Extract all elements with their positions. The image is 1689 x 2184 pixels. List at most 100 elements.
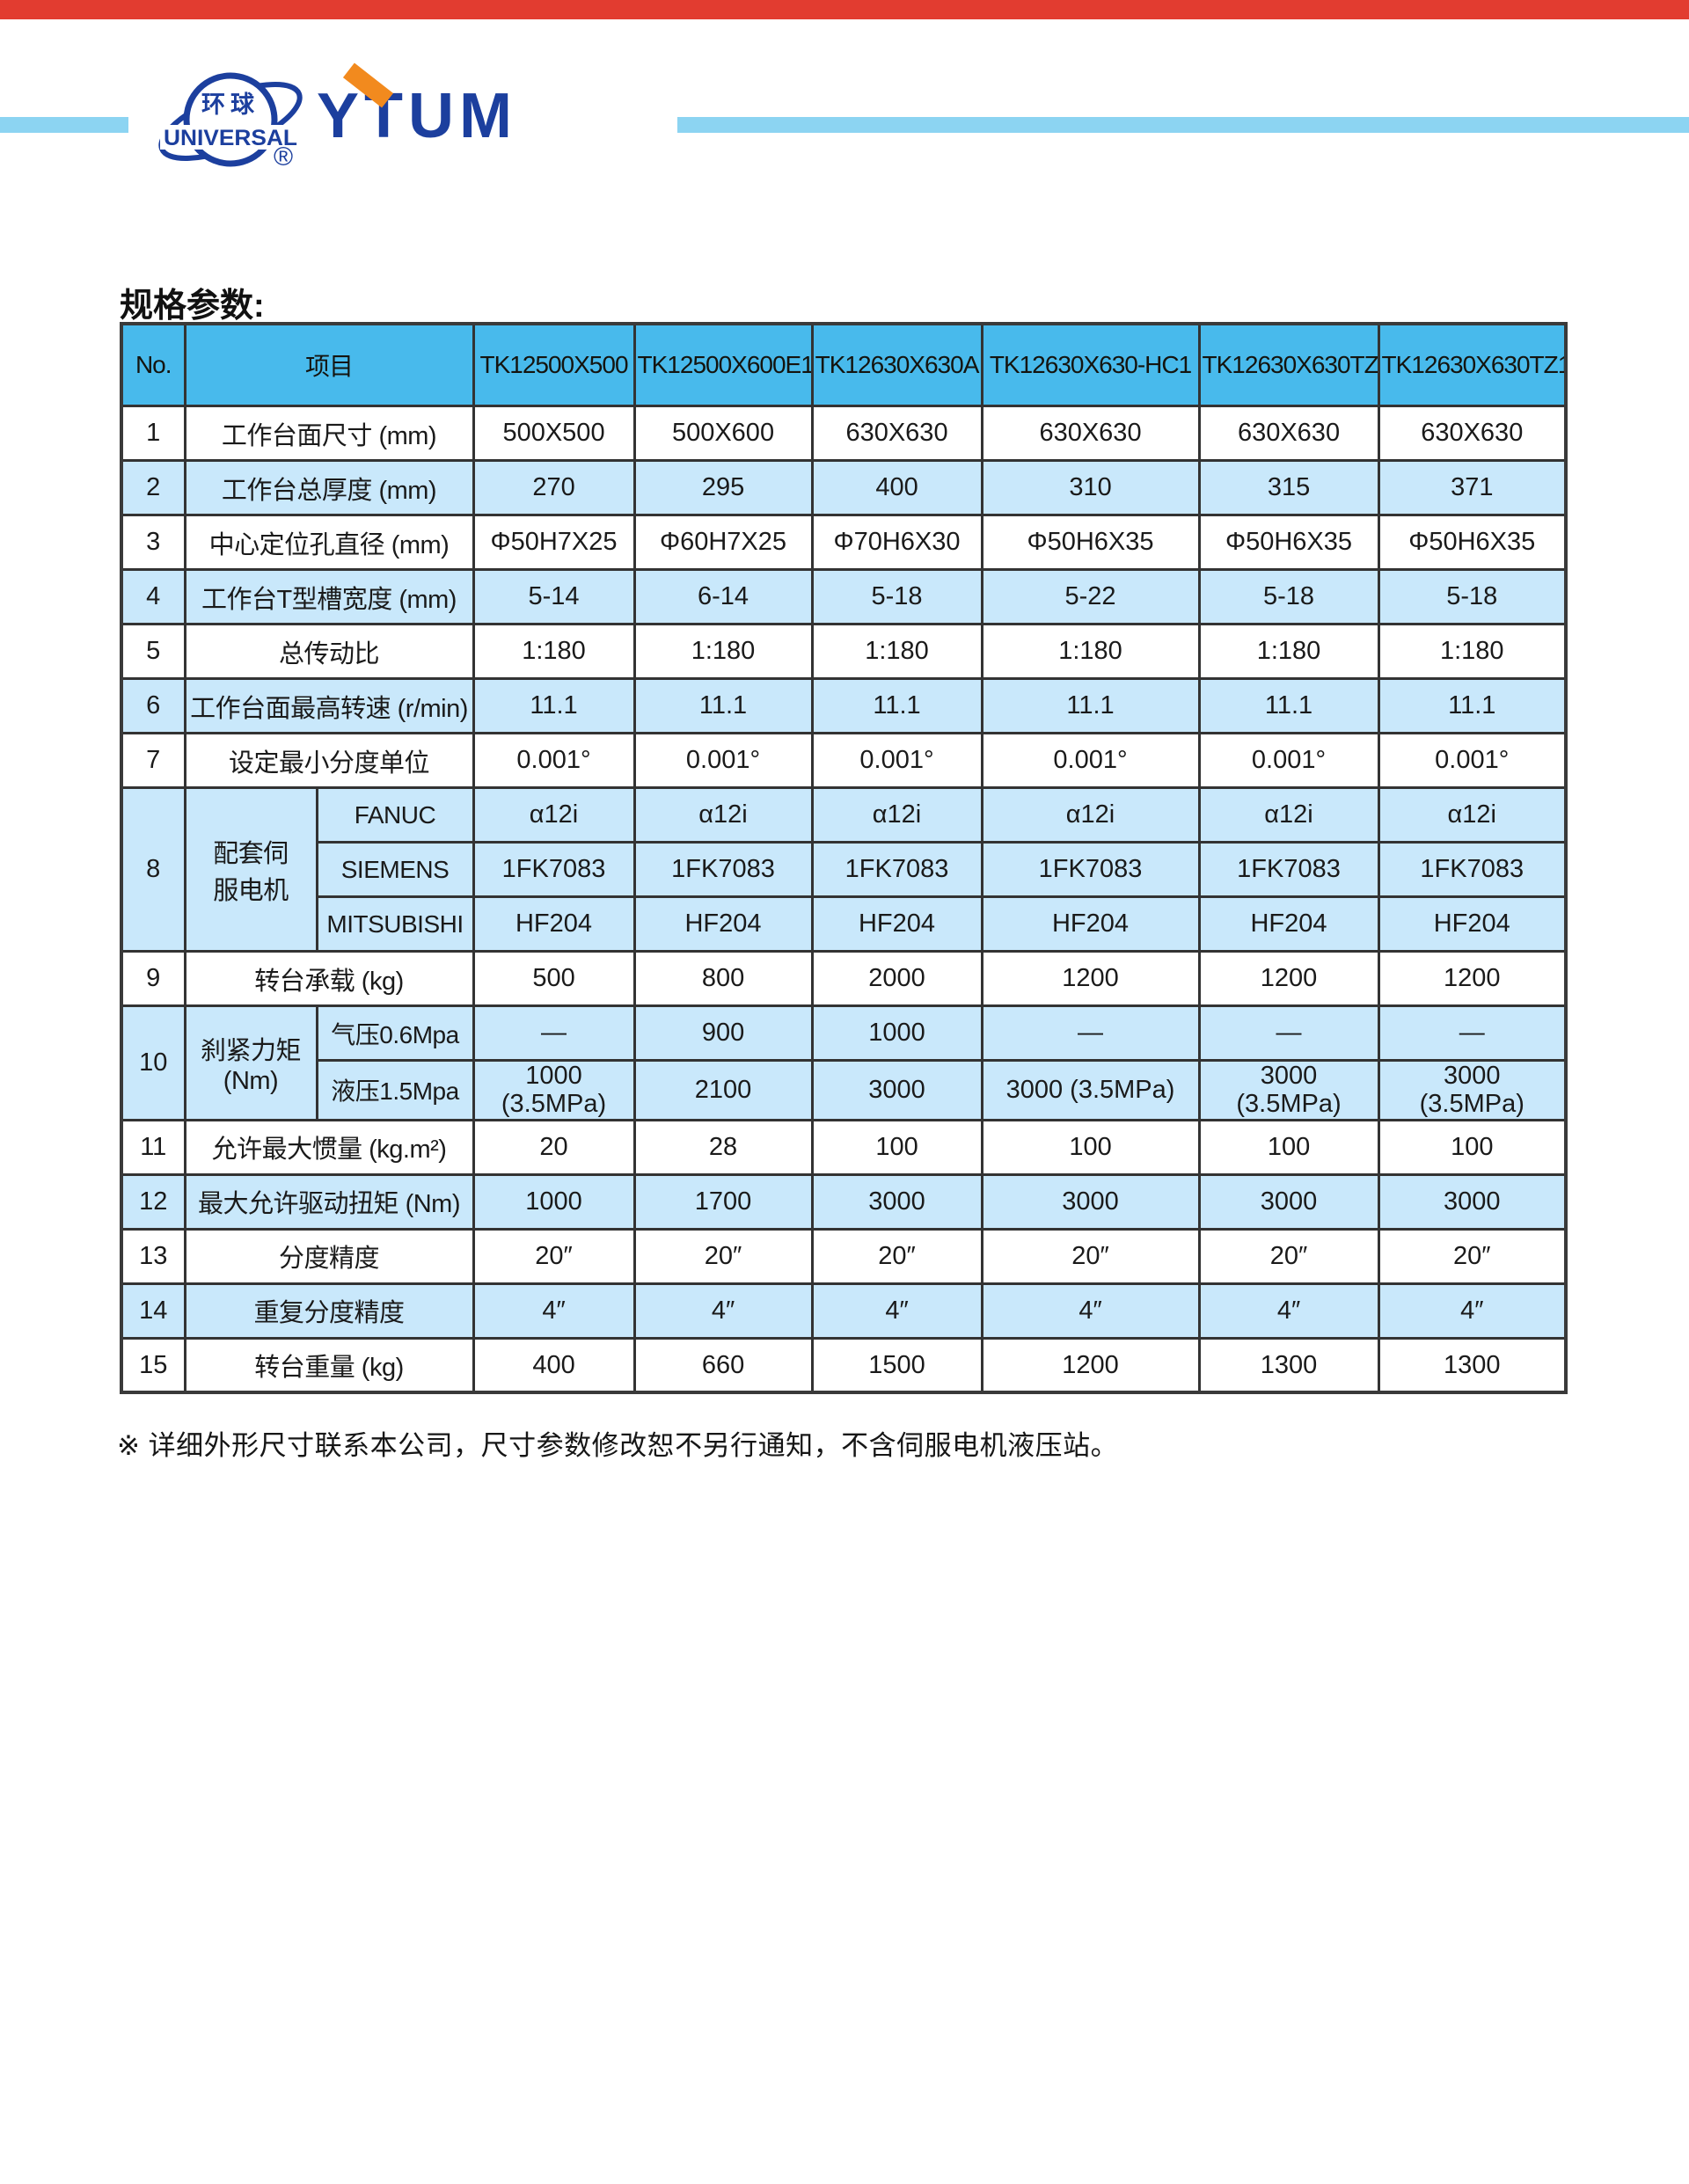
- cell-value: 4″: [1197, 1282, 1380, 1340]
- cell-value: 3000: [1197, 1172, 1380, 1231]
- cell-value: HF204: [472, 895, 636, 953]
- cell-value: —: [980, 1004, 1201, 1062]
- cell-value: HF204: [810, 895, 983, 953]
- col-header-model-2: TK12500X600E1: [632, 322, 814, 407]
- cell-value: 0.001°: [1377, 732, 1568, 789]
- cell-value: 3000: [1377, 1172, 1568, 1231]
- cell-value: 100: [1197, 1118, 1380, 1176]
- table-row: 11 允许最大惯量 (kg.m²) 20 28 100 100 100 100: [120, 1118, 1568, 1176]
- cell-value: 1200: [980, 1336, 1201, 1394]
- cell-value: 1500: [810, 1336, 983, 1394]
- cell-value: 6-14: [632, 568, 814, 625]
- cell-value: 5-18: [1197, 568, 1380, 625]
- cell-value: 1:180: [1197, 623, 1380, 680]
- cell-value: 20″: [1197, 1227, 1380, 1285]
- cell-value: 1FK7083: [472, 841, 636, 898]
- cell-value: 20″: [810, 1227, 983, 1285]
- cell-value: 1200: [1377, 950, 1568, 1007]
- row-label: 工作台面尺寸 (mm): [183, 405, 475, 462]
- cell-value: 1FK7083: [1197, 841, 1380, 898]
- cell-value: Φ50H7X25: [472, 514, 636, 571]
- table-row: SIEMENS 1FK7083 1FK7083 1FK7083 1FK7083 1FK70…: [121, 841, 1568, 898]
- cell-value: 400: [810, 459, 983, 516]
- globe-text-cn: 环球: [201, 91, 260, 118]
- cell-value: 3000: [810, 1059, 983, 1121]
- spec-table: No. 项目 TK12500X500 TK12500X600E1 TK12630X630…: [120, 322, 1568, 1395]
- row-label: 重复分度精度: [183, 1282, 475, 1340]
- cell-value: Φ70H6X30: [810, 514, 983, 571]
- table-row: 14 重复分度精度 4″ 4″ 4″ 4″ 4″ 4″: [120, 1282, 1568, 1340]
- cell-value: 3000 (3.5MPa): [1197, 1059, 1380, 1121]
- cell-value: 11.1: [1197, 677, 1380, 734]
- universal-globe-logo: 环球 UNIVERSAL ®: [158, 72, 303, 172]
- row-number: 12: [120, 1172, 186, 1231]
- cell-value: 1000 (3.5MPa): [472, 1059, 636, 1121]
- cell-value: 0.001°: [632, 732, 814, 789]
- cell-value: 0.001°: [980, 732, 1201, 789]
- cell-value: 5-18: [1377, 568, 1568, 625]
- cell-value: α12i: [1377, 786, 1568, 844]
- row-number: 1: [120, 405, 186, 462]
- cell-value: 1FK7083: [1377, 841, 1568, 898]
- cell-value: 3000: [810, 1172, 983, 1231]
- decorative-bar-right: [677, 117, 1689, 133]
- cell-value: 11.1: [632, 677, 814, 734]
- cell-value: HF204: [980, 895, 1201, 953]
- row-sub-label: 液压1.5Mpa: [315, 1059, 475, 1121]
- cell-value: 1:180: [1377, 623, 1568, 680]
- cell-value: 1200: [1197, 950, 1380, 1007]
- row-sub-label: MITSUBISHI: [315, 895, 475, 953]
- row-sub-label: FANUC: [315, 786, 475, 844]
- table-row: 4 工作台T型槽宽度 (mm) 5-14 6-14 5-18 5-22 5-18 5-18: [120, 568, 1568, 625]
- cell-value: 11.1: [1377, 677, 1568, 734]
- col-header-item: 项目: [183, 322, 475, 407]
- table-row: 8 配套伺 服电机 FANUC α12i α12i α12i α12i α12i α12i: [120, 786, 1568, 953]
- cell-value: 20″: [1377, 1227, 1568, 1285]
- col-header-model-6: TK12630X630TZ1: [1377, 322, 1568, 407]
- table-row: 9 转台承载 (kg) 500 800 2000 1200 1200 1200: [120, 950, 1568, 1007]
- cell-value: HF204: [1197, 895, 1380, 953]
- cell-value: 1FK7083: [810, 841, 983, 898]
- cell-value: α12i: [980, 786, 1201, 844]
- row-label: 转台承载 (kg): [183, 950, 475, 1007]
- col-header-model-4: TK12630X630-HC1: [980, 322, 1201, 407]
- cell-value: 1300: [1377, 1336, 1568, 1394]
- cell-value: Φ60H7X25: [632, 514, 814, 571]
- cell-value: α12i: [1197, 786, 1380, 844]
- cell-value: α12i: [810, 786, 983, 844]
- cell-value: 100: [810, 1118, 983, 1176]
- cell-value: 500X500: [472, 405, 636, 462]
- cell-value: 630X630: [1197, 405, 1380, 462]
- col-header-no: No.: [120, 322, 186, 407]
- col-header-model-3: TK12630X630A: [810, 322, 983, 407]
- cell-value: 4″: [1377, 1282, 1568, 1340]
- row-label: 刹紧力矩 (Nm): [183, 1004, 318, 1121]
- row-number: 9: [120, 950, 186, 1007]
- table-row: 2 工作台总厚度 (mm) 270 295 400 310 315 371: [120, 459, 1568, 516]
- cell-value: 371: [1377, 459, 1568, 516]
- cell-value: —: [472, 1004, 636, 1062]
- cell-value: 1:180: [472, 623, 636, 680]
- cell-value: 500: [472, 950, 636, 1007]
- row-number: 11: [120, 1118, 186, 1176]
- row-number: 2: [120, 459, 186, 516]
- cell-value: Φ50H6X35: [1377, 514, 1568, 571]
- cell-value: α12i: [472, 786, 636, 844]
- row-label: 允许最大惯量 (kg.m²): [183, 1118, 475, 1176]
- cell-value: 1300: [1197, 1336, 1380, 1394]
- row-label: 工作台面最高转速 (r/min): [183, 677, 475, 734]
- col-header-model-1: TK12500X500: [472, 322, 636, 407]
- cell-value: 20″: [980, 1227, 1201, 1285]
- cell-value: 0.001°: [1197, 732, 1380, 789]
- row-sub-label: 气压0.6Mpa: [315, 1004, 475, 1062]
- cell-value: —: [1377, 1004, 1568, 1062]
- spec-table-body: 1 工作台面尺寸 (mm) 500X500 500X600 630X630 630X630…: [120, 405, 1568, 1394]
- row-label: 设定最小分度单位: [183, 732, 475, 789]
- row-number: 15: [120, 1336, 186, 1394]
- table-row: MITSUBISHI HF204 HF204 HF204 HF204 HF204 HF204: [121, 895, 1568, 953]
- row-label: 中心定位孔直径 (mm): [183, 514, 475, 571]
- table-row: 6 工作台面最高转速 (r/min) 11.1 11.1 11.1 11.1 11.1 11.…: [120, 677, 1568, 734]
- table-row: 10 刹紧力矩 (Nm) 气压0.6Mpa —900 1000— — —: [120, 1004, 1568, 1121]
- cell-value: 900: [632, 1004, 814, 1062]
- cell-value: 28: [632, 1118, 814, 1176]
